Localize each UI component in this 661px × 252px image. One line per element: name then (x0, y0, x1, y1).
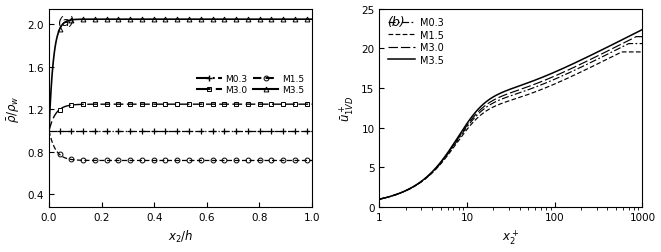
X-axis label: $x_2^+$: $x_2^+$ (502, 228, 520, 246)
Legend: M0.3, M3.0, M1.5, M3.5: M0.3, M3.0, M1.5, M3.5 (193, 71, 307, 98)
Y-axis label: $\bar{u}^+_{1VD}$: $\bar{u}^+_{1VD}$ (337, 95, 356, 122)
Y-axis label: $\bar{\rho}/\rho_w$: $\bar{\rho}/\rho_w$ (5, 95, 22, 122)
Text: (b): (b) (387, 15, 405, 28)
Legend: M0.3, M1.5, M3.0, M3.5: M0.3, M1.5, M3.0, M3.5 (384, 14, 448, 69)
Text: (a): (a) (57, 15, 74, 28)
X-axis label: $x_2/h$: $x_2/h$ (168, 228, 193, 244)
